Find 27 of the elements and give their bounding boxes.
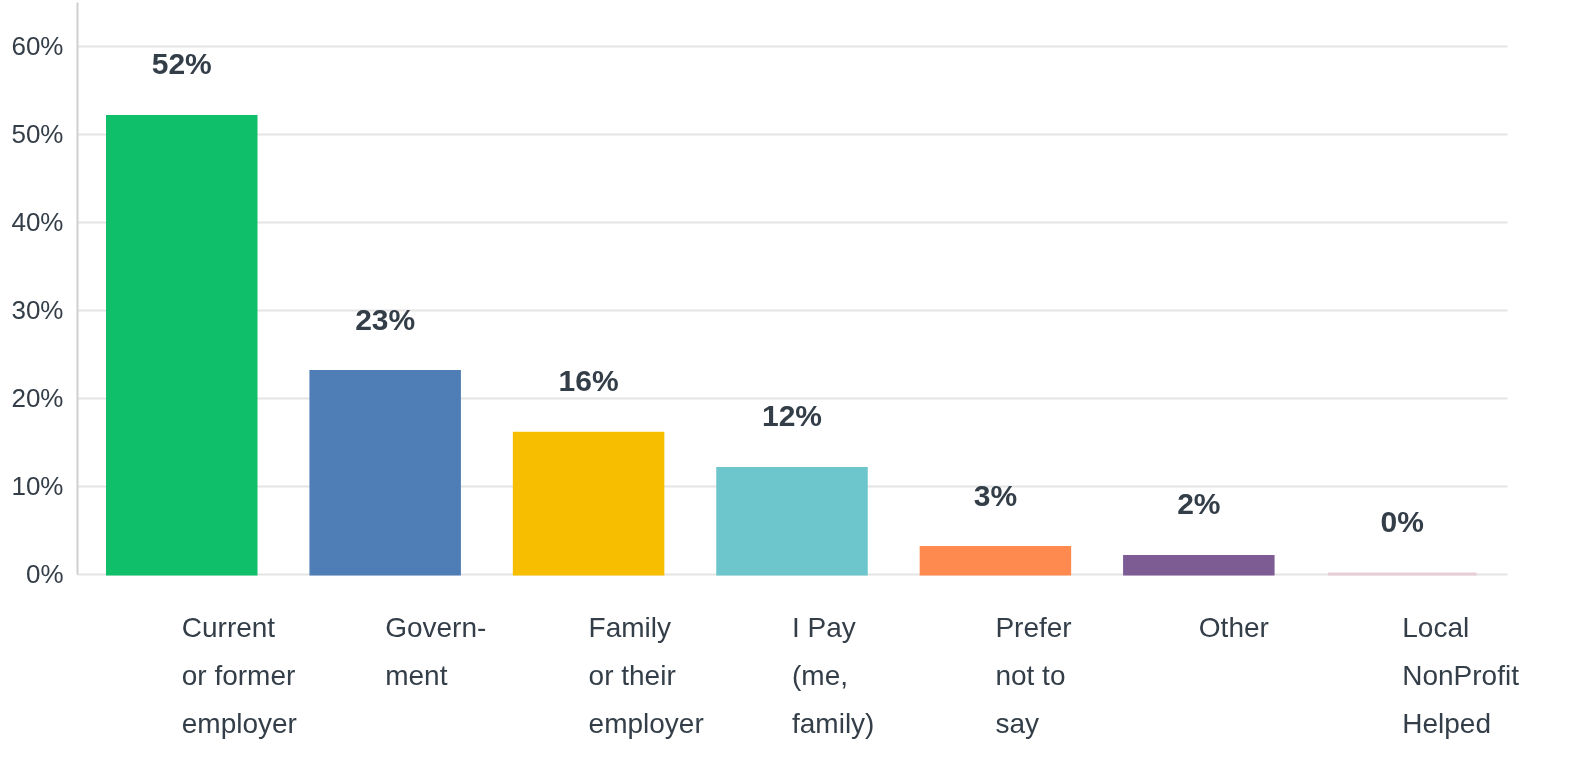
y-tick-label: 30% [11,294,64,325]
y-tick-label: 10% [11,470,64,501]
x-tick-label: I Pay (me, family) [792,611,875,739]
data-label: 16% [558,364,619,398]
data-label: 2% [1177,487,1221,521]
x-tick-label: Family or their employer [588,611,704,739]
data-label: 3% [973,478,1018,512]
x-tick-label: Prefer not to say [995,611,1072,739]
bar [309,370,461,576]
bar [716,466,868,576]
x-tick-label: Govern- ment [385,611,487,691]
data-label: 0% [1380,505,1424,538]
bar [512,431,665,576]
x-tick-label: Other [1198,611,1269,643]
bar [1123,554,1275,576]
bar [919,546,1072,576]
x-tick-label: Local NonProfit Helped [1402,611,1520,739]
y-tick-label: 20% [11,382,64,413]
bar [106,114,258,576]
y-tick-label: 40% [11,206,64,237]
y-tick-label: 60% [11,30,64,61]
y-tick-label: 0% [25,558,64,589]
y-tick-label: 50% [11,118,64,149]
data-label: 12% [761,399,823,433]
x-tick-label: Current or former employer [181,611,297,739]
data-label: 23% [355,302,416,336]
data-label: 52% [151,47,212,81]
